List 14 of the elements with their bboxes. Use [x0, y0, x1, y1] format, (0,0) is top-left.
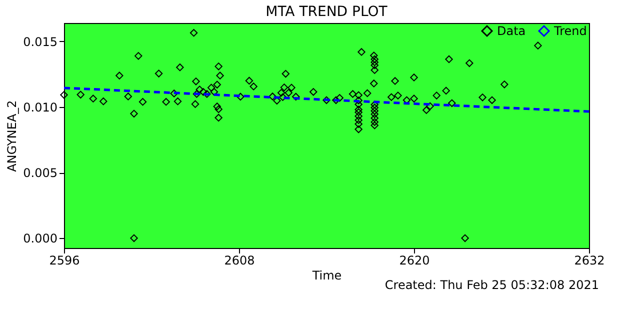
x-axis-title: Time — [311, 268, 342, 282]
text: Created: Thu Feb 25 05:32:08 2021 — [384, 278, 599, 292]
y-axis-title: ANGYNEA_2 — [5, 100, 20, 172]
chart-title: MTA TREND PLOT — [266, 4, 388, 20]
x-tick-label: 2608 — [224, 254, 255, 268]
legend-label: Trend — [553, 24, 587, 38]
y-tick-label: 0.010 — [23, 100, 58, 114]
x-tick-label: 2596 — [49, 254, 80, 268]
y-tick-label: 0.005 — [23, 166, 58, 180]
y-tick-label: 0.015 — [23, 34, 58, 49]
x-tick-label: 2632 — [574, 254, 605, 268]
x-tick-label: 2620 — [399, 254, 430, 268]
legend-label: Data — [497, 24, 526, 38]
y-tick-label: 0.000 — [23, 232, 58, 246]
